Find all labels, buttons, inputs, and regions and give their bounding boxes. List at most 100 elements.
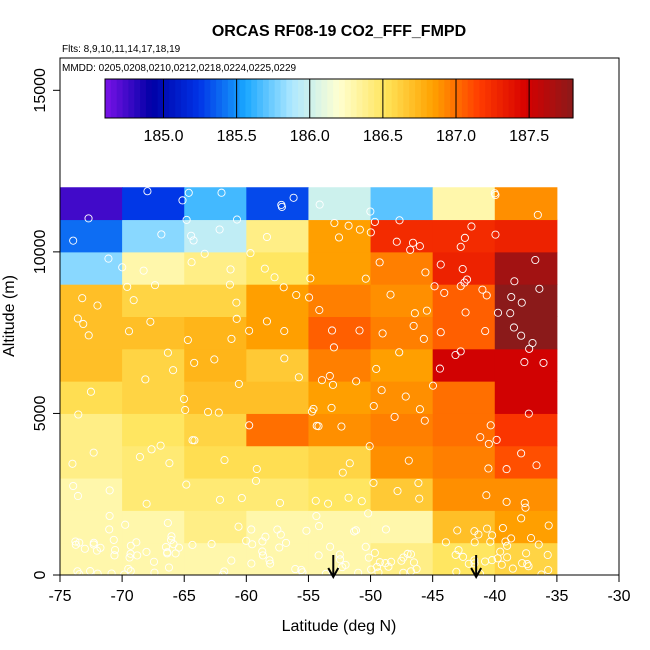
colorbar-swatch: [473, 79, 480, 118]
colorbar-swatch: [192, 79, 200, 118]
colorbar-swatch: [456, 79, 463, 118]
sample-marker: [366, 207, 375, 216]
heatmap-cell: [122, 478, 185, 511]
sample-marker: [375, 258, 384, 267]
sample-marker: [156, 441, 165, 450]
sample-marker: [277, 202, 286, 211]
sample-marker: [517, 449, 526, 458]
heatmap-cell: [370, 413, 434, 447]
heatmap-cell: [184, 187, 247, 221]
sample-marker: [73, 491, 83, 501]
sample-marker: [497, 560, 506, 569]
sample-marker: [124, 327, 134, 336]
sample-marker: [291, 565, 300, 574]
sample-marker: [344, 221, 353, 230]
heatmap-cell: [122, 219, 185, 253]
sample-marker: [204, 407, 213, 417]
sample-marker: [415, 494, 424, 503]
colorbar-swatch: [532, 79, 539, 118]
sample-marker: [510, 277, 519, 286]
sample-marker: [440, 288, 449, 297]
sample-marker: [409, 321, 418, 330]
x-axis: -75 -70 -65 -60 -55 -50 -45 -40 -35 -30: [48, 575, 631, 605]
sample-marker: [188, 540, 197, 549]
sample-marker: [436, 260, 445, 269]
sample-marker: [351, 526, 361, 535]
sample-marker: [126, 541, 135, 550]
heatmap-cell: [308, 348, 372, 382]
x-tick-label: -40: [483, 588, 506, 605]
sample-marker: [75, 570, 84, 575]
sample-marker: [410, 309, 419, 318]
heatmap-cell: [122, 445, 185, 479]
sample-marker: [258, 537, 267, 546]
plot-frame: [59, 57, 620, 576]
sample-marker: [334, 233, 344, 242]
heatmap-cell: [370, 510, 434, 544]
sample-marker: [327, 403, 336, 412]
sample-marker: [104, 254, 113, 263]
sample-marker: [338, 468, 347, 477]
sample-marker: [441, 538, 450, 547]
sample-marker: [242, 536, 251, 545]
sample-marker: [200, 249, 209, 258]
sample-marker: [369, 478, 378, 487]
colorbar-swatch: [549, 79, 557, 118]
colorbar-swatch: [567, 79, 574, 118]
sample-marker: [467, 222, 476, 231]
colorbar: 185.0 185.5 186.0 186.5 187.0 187.5: [104, 78, 574, 145]
colorbar-swatch: [216, 79, 223, 118]
sample-marker: [486, 537, 495, 546]
sample-marker: [107, 569, 116, 575]
heatmap-cell: [432, 348, 496, 382]
sample-marker: [481, 557, 490, 566]
sample-marker: [456, 242, 465, 251]
sample-marker: [378, 329, 387, 338]
heatmap-cell: [60, 219, 123, 253]
sample-marker: [139, 266, 148, 275]
heatmap-cell: [432, 542, 496, 575]
sample-marker: [314, 551, 323, 560]
sample-marker: [146, 317, 155, 326]
sample-marker: [248, 540, 257, 549]
sample-marker: [406, 245, 415, 254]
colorbar-swatch: [262, 79, 270, 118]
sample-marker: [335, 555, 345, 564]
colorbar-swatch: [374, 79, 381, 118]
heatmap-cell: [184, 542, 247, 575]
sample-marker: [247, 559, 256, 568]
sample-marker: [93, 569, 102, 575]
heatmap-cell: [308, 251, 372, 285]
heatmap-cell: [122, 510, 185, 544]
sample-marker: [214, 408, 223, 417]
heatmap-cell: [370, 542, 434, 575]
x-tick-label: -55: [297, 588, 320, 605]
sample-marker: [470, 538, 479, 547]
colorbar-swatch: [444, 79, 451, 118]
sample-marker: [184, 188, 193, 197]
sample-marker: [428, 381, 438, 390]
heatmap-cell: [122, 316, 185, 350]
sample-marker: [460, 278, 469, 287]
sample-marker: [86, 387, 95, 396]
heatmap-cell: [494, 413, 558, 447]
sample-marker: [420, 416, 429, 425]
heatmap-cell: [432, 413, 496, 447]
colorbar-swatch: [245, 79, 252, 118]
sample-marker: [245, 421, 254, 430]
sample-marker: [165, 459, 174, 468]
colorbar-swatch: [350, 79, 358, 118]
sample-marker: [456, 347, 465, 356]
sample-marker: [232, 298, 241, 307]
heatmap-cell: [246, 316, 309, 350]
sample-marker: [215, 495, 225, 504]
heatmap-cell: [246, 510, 309, 544]
sample-marker: [345, 459, 354, 468]
sample-marker: [502, 465, 511, 474]
sample-marker: [326, 542, 335, 551]
sample-marker: [247, 525, 256, 534]
arrow-head: [470, 567, 483, 580]
heatmap-cell: [122, 187, 185, 221]
colorbar-swatch: [368, 79, 375, 118]
sample-marker: [517, 514, 526, 523]
